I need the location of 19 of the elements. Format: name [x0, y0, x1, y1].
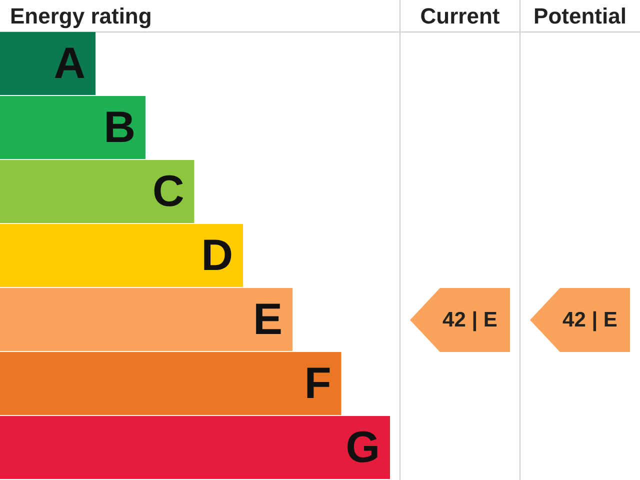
- bar: [0, 352, 342, 415]
- y-tick-label: C: [152, 167, 184, 216]
- y-tick-label: G: [346, 423, 380, 472]
- bar: [0, 96, 146, 159]
- chart-title: Energy rating: [10, 4, 152, 28]
- y-tick-label: B: [104, 103, 136, 152]
- text: 42 | E: [562, 308, 618, 332]
- y-tick-label: A: [54, 39, 86, 88]
- bar: [0, 288, 292, 351]
- text: Current: [420, 4, 500, 28]
- text: Potential: [534, 4, 626, 28]
- bar: [0, 224, 243, 287]
- y-tick-label: E: [253, 295, 282, 344]
- y-tick-label: F: [304, 359, 332, 408]
- bar: [0, 160, 194, 223]
- bar: [0, 416, 390, 479]
- text: 42 | E: [442, 308, 498, 332]
- bar: [0, 32, 96, 95]
- y-tick-label: D: [201, 231, 233, 280]
